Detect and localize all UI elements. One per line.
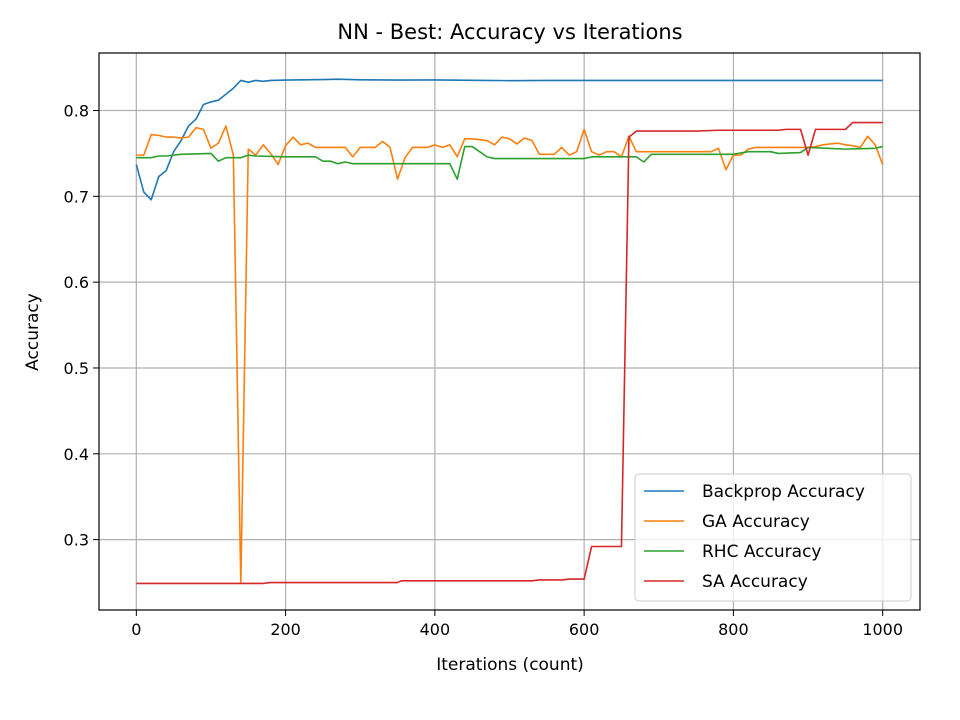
ticks: 0 200 400 600 800 1000 0.3 0.4 0.5 0.6 0.7 0.8: [64, 102, 903, 639]
x-tick-label: 1000: [862, 620, 903, 639]
y-tick-label: 0.6: [64, 273, 89, 292]
legend-box: [634, 473, 912, 602]
y-tick-label: 0.7: [64, 187, 89, 206]
chart-title: NN - Best: Accuracy vs Iterations: [337, 20, 682, 44]
y-tick-label: 0.4: [64, 445, 89, 464]
x-axis-label: Iterations (count): [436, 655, 584, 675]
y-tick-label: 0.8: [64, 102, 89, 121]
x-tick-label: 800: [718, 620, 749, 639]
x-tick-label: 0: [131, 620, 141, 639]
sa-accuracy-line: [136, 121, 883, 585]
x-tick-label: 200: [270, 620, 301, 639]
y-tick-label: 0.5: [64, 359, 89, 378]
ga-accuracy-line: [136, 125, 884, 585]
plot-frame: [98, 52, 921, 611]
x-tick-label: 600: [569, 620, 600, 639]
rhc-accuracy-line: [136, 145, 883, 180]
x-tick-label: 400: [420, 620, 451, 639]
legend-label-ga-accuracy: GA Accuracy: [702, 512, 810, 532]
legend: Backprop Accuracy GA Accuracy RHC Accuracy…: [634, 473, 912, 602]
legend-label-backprop-accuracy: Backprop Accuracy: [702, 482, 865, 502]
backprop-accuracy-line: [135, 78, 883, 201]
grid: [99, 53, 920, 610]
y-tick-label: 0.3: [64, 531, 89, 550]
legend-label-sa-accuracy: SA Accuracy: [702, 572, 808, 592]
series-layer: [135, 78, 884, 585]
y-axis-label: Accuracy: [23, 293, 43, 371]
legend-label-rhc-accuracy: RHC Accuracy: [702, 542, 821, 562]
